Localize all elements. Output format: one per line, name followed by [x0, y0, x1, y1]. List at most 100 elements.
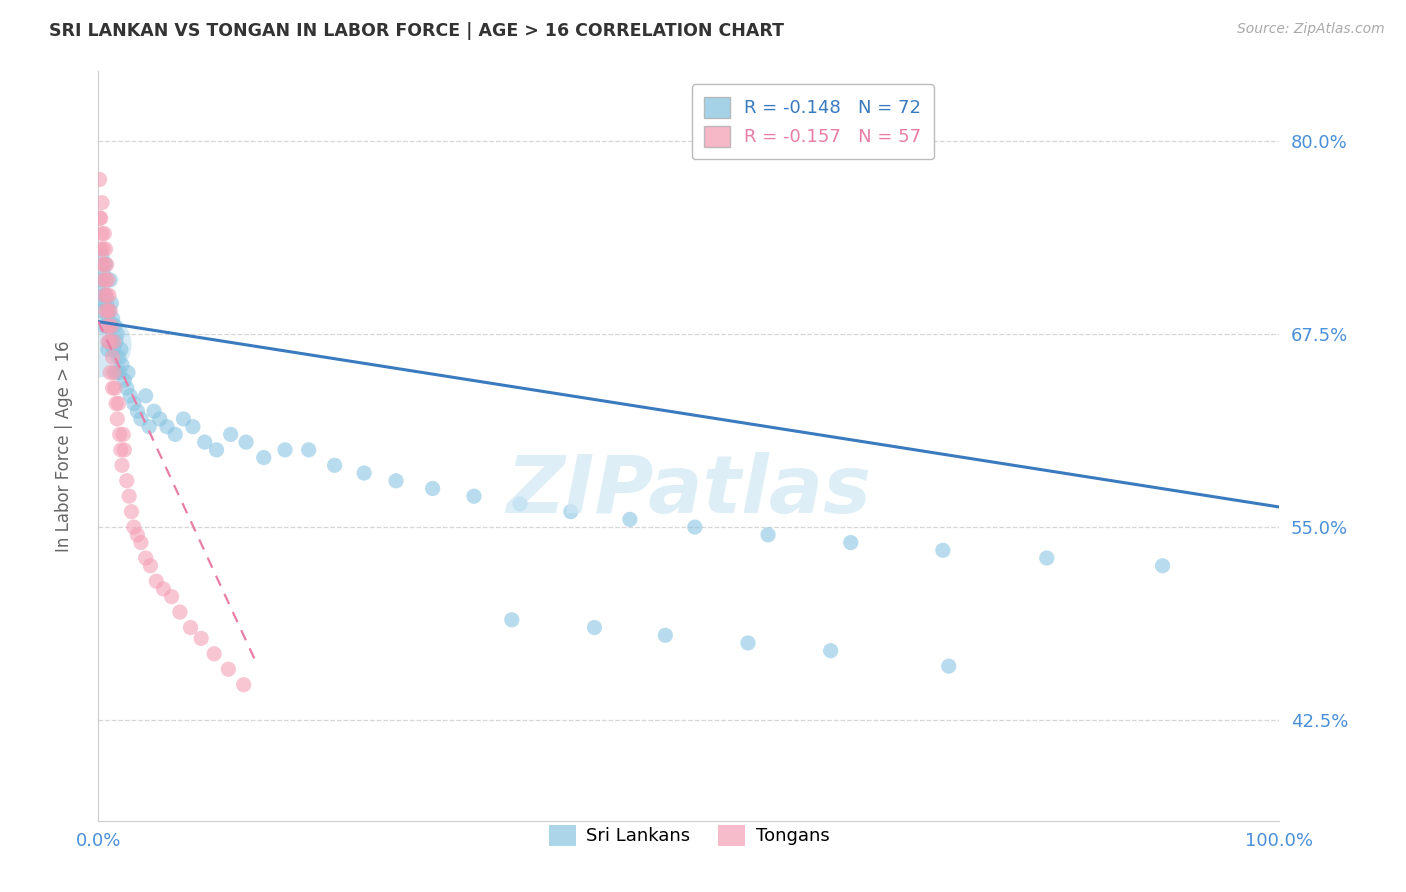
Tongans — [91, 242, 114, 256]
Tongans — [91, 257, 114, 271]
Tongans — [93, 288, 115, 302]
Text: Source: ZipAtlas.com: Source: ZipAtlas.com — [1237, 22, 1385, 37]
Tongans — [111, 458, 134, 473]
Tongans — [105, 396, 128, 410]
Sri Lankans — [194, 435, 217, 450]
Sri Lankans — [112, 373, 135, 387]
Tongans — [98, 319, 121, 334]
Sri Lankans — [93, 288, 115, 302]
Sri Lankans — [737, 636, 759, 650]
Sri Lankans — [100, 296, 122, 310]
Tongans — [98, 303, 121, 318]
Sri Lankans — [129, 412, 152, 426]
Tongans — [112, 427, 135, 442]
Sri Lankans — [385, 474, 408, 488]
Sri Lankans — [560, 505, 582, 519]
Tongans — [107, 396, 129, 410]
Tongans — [94, 242, 117, 256]
Sri Lankans — [938, 659, 960, 673]
Tongans — [100, 319, 122, 334]
Sri Lankans — [219, 427, 242, 442]
Sri Lankans — [97, 311, 120, 326]
Sri Lankans — [91, 265, 114, 279]
Sri Lankans — [111, 358, 134, 372]
Sri Lankans — [1152, 558, 1174, 573]
Tongans — [139, 558, 162, 573]
Sri Lankans — [122, 396, 145, 410]
Tongans — [110, 442, 132, 457]
Sri Lankans — [101, 311, 124, 326]
Tongans — [160, 590, 183, 604]
Sri Lankans — [235, 435, 257, 450]
Sri Lankans — [98, 303, 121, 318]
Sri Lankans — [97, 343, 120, 357]
Sri Lankans — [138, 419, 160, 434]
Tongans — [97, 303, 120, 318]
Sri Lankans — [583, 621, 606, 635]
Tongans — [91, 273, 114, 287]
Sri Lankans — [501, 613, 523, 627]
Tongans — [169, 605, 191, 619]
Sri Lankans — [156, 419, 179, 434]
Sri Lankans — [422, 482, 444, 496]
Sri Lankans — [93, 319, 115, 334]
Sri Lankans — [94, 288, 117, 302]
Sri Lankans — [98, 319, 121, 334]
Sri Lankans — [115, 381, 138, 395]
Tongans — [103, 334, 125, 349]
Sri Lankans — [839, 535, 862, 549]
Tongans — [91, 227, 114, 241]
Tongans — [91, 195, 114, 210]
Tongans — [96, 257, 118, 271]
Tongans — [96, 288, 118, 302]
Tongans — [115, 474, 138, 488]
Sri Lankans — [103, 343, 125, 357]
Sri Lankans — [323, 458, 346, 473]
Tongans — [103, 366, 125, 380]
Sri Lankans — [298, 442, 321, 457]
Sri Lankans — [90, 273, 112, 287]
Sri Lankans — [756, 528, 779, 542]
Sri Lankans — [1036, 551, 1059, 566]
Tongans — [97, 334, 120, 349]
Sri Lankans — [117, 366, 139, 380]
Tongans — [101, 381, 124, 395]
Sri Lankans — [165, 427, 187, 442]
Tongans — [94, 273, 117, 287]
Tongans — [97, 273, 120, 287]
Y-axis label: In Labor Force | Age > 16: In Labor Force | Age > 16 — [55, 340, 73, 552]
Sri Lankans — [96, 319, 118, 334]
Tongans — [90, 211, 112, 226]
Tongans — [152, 582, 174, 596]
Sri Lankans — [104, 319, 127, 334]
Sri Lankans — [105, 366, 128, 380]
Tongans — [127, 528, 149, 542]
Sri Lankans — [205, 442, 228, 457]
Sri Lankans — [89, 303, 111, 318]
Tongans — [118, 489, 141, 503]
Sri Lankans — [463, 489, 485, 503]
Sri Lankans — [98, 334, 121, 349]
Tongans — [98, 366, 121, 380]
Tongans — [94, 303, 117, 318]
Tongans — [105, 412, 128, 426]
Sri Lankans — [181, 419, 204, 434]
Point — [87, 338, 110, 352]
Tongans — [101, 350, 124, 364]
Sri Lankans — [96, 296, 118, 310]
Text: ZIPatlas: ZIPatlas — [506, 452, 872, 530]
Tongans — [190, 632, 212, 646]
Sri Lankans — [932, 543, 955, 558]
Sri Lankans — [149, 412, 172, 426]
Sri Lankans — [509, 497, 531, 511]
Tongans — [217, 662, 239, 676]
Tongans — [98, 288, 121, 302]
Text: SRI LANKAN VS TONGAN IN LABOR FORCE | AGE > 16 CORRELATION CHART: SRI LANKAN VS TONGAN IN LABOR FORCE | AG… — [49, 22, 785, 40]
Sri Lankans — [820, 643, 842, 657]
Tongans — [89, 172, 111, 186]
Tongans — [108, 427, 131, 442]
Sri Lankans — [619, 512, 641, 526]
Sri Lankans — [91, 280, 114, 294]
Sri Lankans — [91, 296, 114, 310]
Sri Lankans — [127, 404, 149, 418]
